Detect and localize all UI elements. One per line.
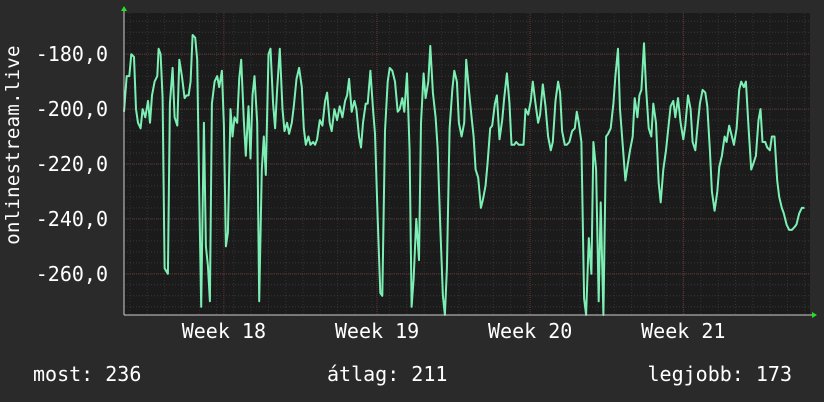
x-axis-arrow bbox=[812, 312, 817, 318]
series-line bbox=[123, 34, 805, 316]
y-tick-label: -220,0 bbox=[36, 152, 108, 176]
stat-current: most: 236 bbox=[33, 362, 142, 386]
x-tick-label: Week 19 bbox=[335, 319, 419, 343]
y-tick-label: -260,0 bbox=[36, 262, 108, 286]
x-tick-label: Week 18 bbox=[182, 319, 266, 343]
y-axis-arrow bbox=[121, 6, 127, 11]
y-tick-label: -200,0 bbox=[36, 97, 108, 121]
y-tick-label: -240,0 bbox=[36, 207, 108, 231]
stat-best: legjobb: 173 bbox=[647, 362, 793, 386]
y-axis-label: onlinestream.live bbox=[2, 45, 24, 245]
y-tick-label: -180,0 bbox=[36, 42, 108, 66]
stat-average: átlag: 211 bbox=[327, 362, 448, 386]
x-tick-label: Week 21 bbox=[641, 319, 725, 343]
y-tick-labels: -180,0 -200,0 -220,0 -240,0 -260,0 bbox=[36, 42, 108, 286]
axes bbox=[121, 6, 817, 318]
y-axis-label-wrap: onlinestream.live bbox=[2, 0, 24, 402]
x-tick-label: Week 20 bbox=[488, 319, 572, 343]
x-tick-labels: Week 18 Week 19 Week 20 Week 21 bbox=[182, 319, 726, 343]
major-grid bbox=[124, 13, 810, 315]
